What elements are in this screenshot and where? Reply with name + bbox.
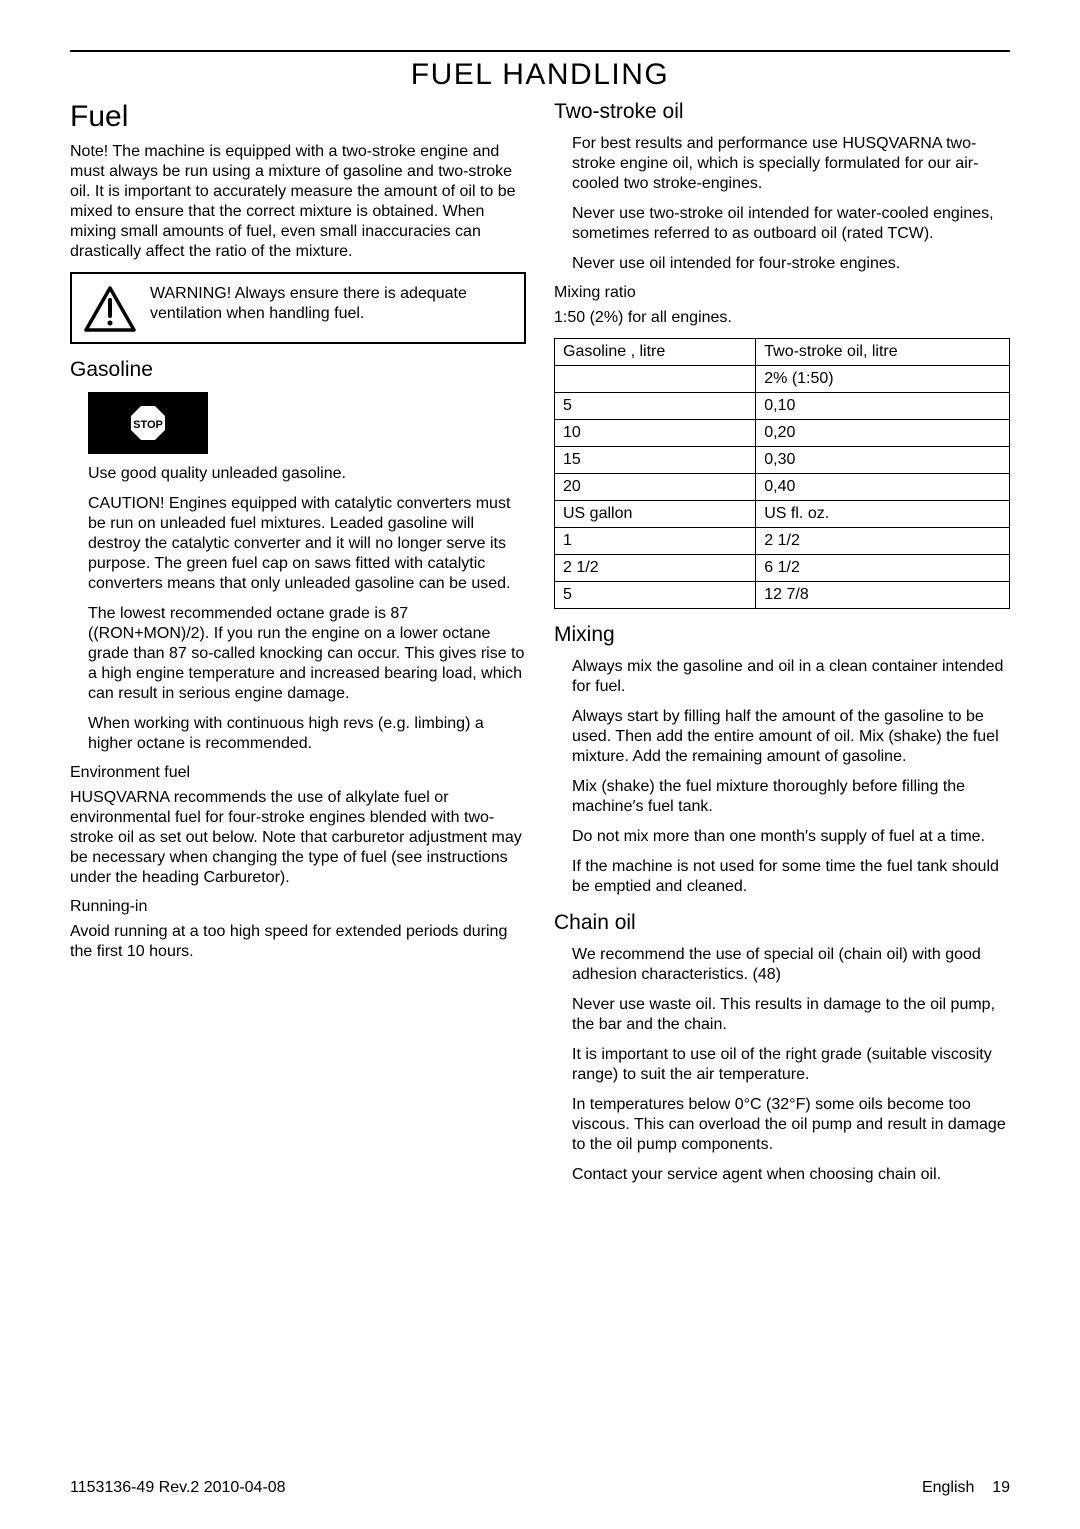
table-cell: 0,30 [756, 447, 1010, 474]
heading-fuel: Fuel [70, 100, 526, 134]
table-cell: US gallon [555, 501, 756, 528]
heading-env-fuel: Environment fuel [70, 764, 526, 782]
chain-p5: Contact your service agent when choosing… [572, 1165, 1010, 1185]
footer-language: English [922, 1479, 974, 1496]
table-row: 200,40 [555, 474, 1010, 501]
two-p3: Never use oil intended for four-stroke e… [572, 254, 1010, 274]
warning-text: WARNING! Always ensure there is adequate… [150, 284, 512, 324]
left-column: Fuel Note! The machine is equipped with … [70, 100, 526, 1195]
gasoline-p3: The lowest recommended octane grade is 8… [88, 604, 526, 704]
two-column-layout: Fuel Note! The machine is equipped with … [70, 100, 1010, 1195]
chain-p4: In temperatures below 0°C (32°F) some oi… [572, 1095, 1010, 1155]
table-cell: 0,20 [756, 420, 1010, 447]
table-row: 12 1/2 [555, 528, 1010, 555]
gasoline-p4: When working with continuous high revs (… [88, 714, 526, 754]
table-cell: 1 [555, 528, 756, 555]
table-cell: 20 [555, 474, 756, 501]
runin-p: Avoid running at a too high speed for ex… [70, 922, 526, 962]
table-row: 2 1/26 1/2 [555, 555, 1010, 582]
table-cell: 10 [555, 420, 756, 447]
table-row: 512 7/8 [555, 582, 1010, 609]
warning-triangle-icon [84, 286, 136, 332]
fuel-note: Note! The machine is equipped with a two… [70, 142, 526, 262]
gasoline-p2: CAUTION! Engines equipped with catalytic… [88, 494, 526, 594]
table-row: 150,30 [555, 447, 1010, 474]
table-row: US gallonUS ﬂ. oz. [555, 501, 1010, 528]
gasoline-body: Use good quality unleaded gasoline. CAUT… [70, 464, 526, 754]
page-title: FUEL HANDLING [70, 58, 1010, 92]
heading-runin: Running-in [70, 898, 526, 916]
table-cell: 12 7/8 [756, 582, 1010, 609]
heading-gasoline: Gasoline [70, 358, 526, 382]
mixing-body: Always mix the gasoline and oil in a cle… [554, 657, 1010, 897]
table-cell: 5 [555, 582, 756, 609]
table-row: 2% (1:50) [555, 366, 1010, 393]
stop-octagon-icon: STOP [130, 405, 166, 441]
mix-p5: If the machine is not used for some time… [572, 857, 1010, 897]
two-p1: For best results and performance use HUS… [572, 134, 1010, 194]
table-cell: 2 1/2 [756, 528, 1010, 555]
footer-docid: 1153136-49 Rev.2 2010-04-08 [70, 1479, 286, 1497]
svg-text:STOP: STOP [133, 419, 163, 431]
heading-chain-oil: Chain oil [554, 911, 1010, 935]
mix-ratio-p: 1:50 (2%) for all engines. [554, 308, 1010, 328]
table-cell: 6 1/2 [756, 555, 1010, 582]
mix-p1: Always mix the gasoline and oil in a cle… [572, 657, 1010, 697]
footer-right: English 19 [922, 1479, 1010, 1497]
table-cell [555, 366, 756, 393]
right-column: Two-stroke oil For best results and perf… [554, 100, 1010, 1195]
table-cell: 0,10 [756, 393, 1010, 420]
mixing-ratio-tbody: Gasoline , litreTwo-stroke oil, litre2% … [555, 339, 1010, 609]
warning-box: WARNING! Always ensure there is adequate… [70, 272, 526, 344]
two-stroke-body: For best results and performance use HUS… [554, 134, 1010, 274]
table-cell: 0,40 [756, 474, 1010, 501]
chain-p1: We recommend the use of special oil (cha… [572, 945, 1010, 985]
table-row: 50,10 [555, 393, 1010, 420]
table-cell: US ﬂ. oz. [756, 501, 1010, 528]
env-fuel-p: HUSQVARNA recommends the use of alkylate… [70, 788, 526, 888]
mix-p3: Mix (shake) the fuel mixture thoroughly … [572, 777, 1010, 817]
table-row: Gasoline , litreTwo-stroke oil, litre [555, 339, 1010, 366]
footer-pagenum: 19 [992, 1479, 1010, 1496]
mixing-ratio-table: Gasoline , litreTwo-stroke oil, litre2% … [554, 338, 1010, 609]
page-footer: 1153136-49 Rev.2 2010-04-08 English 19 [70, 1479, 1010, 1497]
heading-mix-ratio: Mixing ratio [554, 284, 1010, 302]
table-row: 100,20 [555, 420, 1010, 447]
top-rule [70, 50, 1010, 52]
table-cell: 2 1/2 [555, 555, 756, 582]
heading-two-stroke: Two-stroke oil [554, 100, 1010, 124]
stop-sign-graphic: STOP [88, 392, 208, 454]
mix-p2: Always start by ﬁlling half the amount o… [572, 707, 1010, 767]
heading-mixing: Mixing [554, 623, 1010, 647]
gasoline-p1: Use good quality unleaded gasoline. [88, 464, 526, 484]
table-cell: Two-stroke oil, litre [756, 339, 1010, 366]
mix-p4: Do not mix more than one month′s supply … [572, 827, 1010, 847]
table-cell: 2% (1:50) [756, 366, 1010, 393]
table-cell: 5 [555, 393, 756, 420]
chain-p3: It is important to use oil of the right … [572, 1045, 1010, 1085]
chain-oil-body: We recommend the use of special oil (cha… [554, 945, 1010, 1185]
two-p2: Never use two-stroke oil intended for wa… [572, 204, 1010, 244]
table-cell: Gasoline , litre [555, 339, 756, 366]
chain-p2: Never use waste oil. This results in dam… [572, 995, 1010, 1035]
table-cell: 15 [555, 447, 756, 474]
